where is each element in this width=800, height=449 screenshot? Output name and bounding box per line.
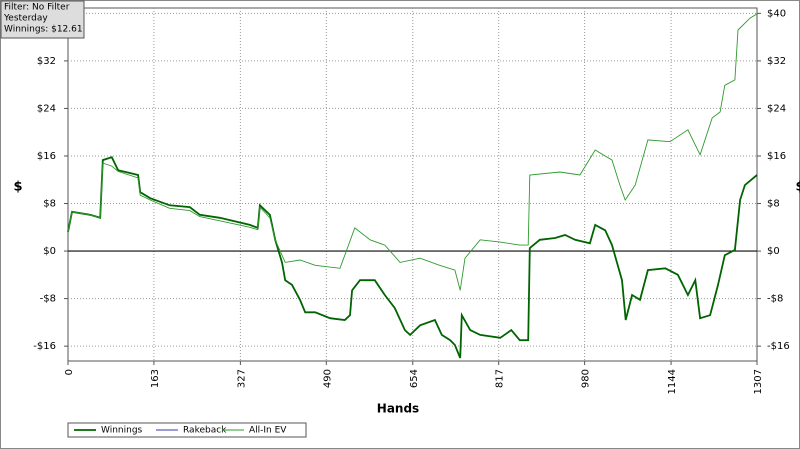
y-tick-label: $16 bbox=[37, 151, 56, 162]
x-tick-label: 490 bbox=[322, 369, 333, 388]
info-box bbox=[0, 0, 85, 39]
series-line bbox=[67, 156, 758, 359]
x-tick-label: 817 bbox=[495, 369, 506, 388]
x-tick-label: 1307 bbox=[753, 369, 764, 394]
series-line bbox=[67, 13, 758, 291]
y2-tick-label: $16 bbox=[767, 151, 786, 162]
y-tick-label: $8 bbox=[43, 199, 56, 210]
y-tick-label: $32 bbox=[37, 56, 56, 67]
y2-tick-label: $24 bbox=[767, 103, 786, 114]
y2-tick-label: $32 bbox=[767, 56, 786, 67]
y2-tick-label: -$8 bbox=[767, 294, 783, 305]
y-tick-label: $0 bbox=[43, 246, 56, 257]
x-tick-label: 163 bbox=[150, 369, 161, 388]
info-line: Filter: No Filter bbox=[4, 3, 70, 13]
info-line: Yesterday bbox=[3, 14, 48, 24]
x-tick-label: 980 bbox=[581, 369, 592, 388]
x-tick-label: 0 bbox=[64, 369, 75, 375]
legend-label: Rakeback bbox=[183, 426, 227, 436]
x-axis-label: Hands bbox=[377, 402, 419, 416]
info-line: Winnings: $12.61 bbox=[4, 25, 83, 35]
y2-tick-label: $0 bbox=[767, 246, 780, 257]
y2-tick-label: $8 bbox=[767, 199, 780, 210]
y-tick-label: -$8 bbox=[40, 294, 56, 305]
y-tick-label: $24 bbox=[37, 103, 56, 114]
y-axis-label: $ bbox=[13, 180, 22, 195]
x-tick-label: 654 bbox=[409, 369, 420, 388]
legend-label: All-In EV bbox=[249, 426, 287, 436]
y-axis-label-right: $ bbox=[795, 180, 800, 195]
y2-tick-label: $40 bbox=[767, 8, 786, 19]
x-tick-label: 1144 bbox=[667, 369, 678, 394]
y-tick-label: -$16 bbox=[33, 341, 56, 352]
x-tick-label: 327 bbox=[236, 369, 247, 388]
legend-box bbox=[67, 422, 307, 438]
y2-tick-label: -$16 bbox=[767, 341, 790, 352]
legend-label: Winnings bbox=[101, 426, 143, 436]
